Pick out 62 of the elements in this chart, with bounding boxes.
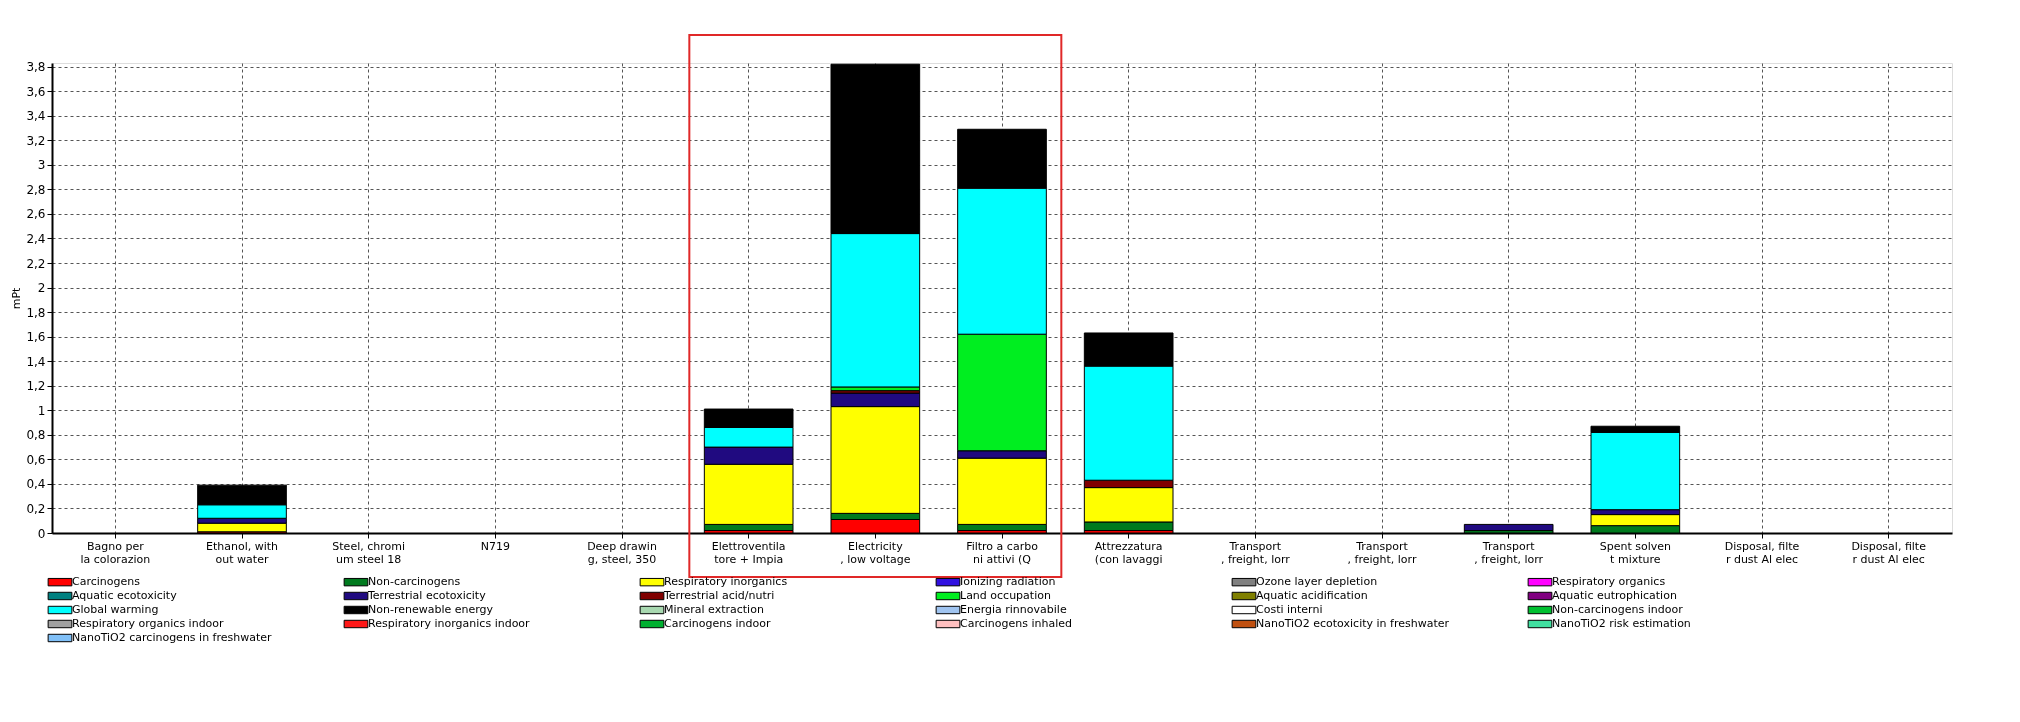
legend-label: Carcinogens bbox=[72, 575, 141, 589]
legend-label: Respiratory inorganics bbox=[664, 575, 788, 589]
legend-label: Terrestrial acid/nutri bbox=[663, 589, 775, 602]
y-tick-label: 1 bbox=[37, 403, 46, 418]
y-tick-label: 1,2 bbox=[26, 379, 46, 394]
y-tick-label: 0,2 bbox=[26, 501, 46, 516]
x-tick-label: Deep drawin g, steel, 350 bbox=[587, 539, 657, 566]
y-tick-label: 0,8 bbox=[26, 428, 46, 443]
y-tick-label: 3,8 bbox=[26, 60, 46, 75]
legend-label: Non-carcinogens bbox=[368, 575, 461, 589]
y-tick-label: 3,6 bbox=[26, 84, 46, 99]
legend-label: Aquatic eutrophication bbox=[1552, 589, 1677, 602]
x-tick-label: Bagno per la colorazion bbox=[80, 539, 151, 566]
legend-label: NanoTiO2 carcinogens in freshwater bbox=[72, 631, 273, 644]
y-tick-label: 1,6 bbox=[26, 330, 46, 345]
x-tick-label: Filtro a carbo ni attivi (Q bbox=[966, 539, 1039, 566]
x-tick-label: Elettroventila tore + Impia bbox=[711, 539, 786, 566]
x-tick-label: Steel, chromi um steel 18 bbox=[332, 539, 406, 566]
legend-label: Aquatic ecotoxicity bbox=[72, 589, 178, 602]
x-tick-label: Attrezzatura (con lavaggi bbox=[1094, 539, 1163, 566]
legend-label: Aquatic acidification bbox=[1256, 589, 1368, 602]
legend-label: Respiratory organics bbox=[1552, 575, 1666, 589]
y-tick-label: 2,4 bbox=[26, 231, 46, 246]
legend-label: Carcinogens indoor bbox=[664, 617, 771, 630]
y-tick-label: 2,6 bbox=[26, 207, 46, 222]
legend-label: Costi interni bbox=[1256, 603, 1323, 616]
legend-label: NanoTiO2 risk estimation bbox=[1552, 617, 1691, 630]
legend-label: Global warming bbox=[72, 603, 159, 616]
x-tick-label: Electricity , low voltage bbox=[840, 539, 911, 566]
legend-label: Respiratory organics indoor bbox=[72, 617, 225, 630]
y-tick-label: 2 bbox=[37, 281, 46, 296]
y-tick-label: 3,4 bbox=[26, 109, 46, 124]
y-tick-label: 3 bbox=[37, 158, 46, 173]
y-tick-label: 0,4 bbox=[26, 477, 46, 492]
x-tick-label: Transport , freight, lorr bbox=[1347, 539, 1417, 566]
y-tick-label: 2,8 bbox=[26, 182, 46, 197]
legend-label: Energia rinnovabile bbox=[960, 603, 1067, 616]
x-tick-label: Disposal, filte r dust Al elec bbox=[1851, 539, 1927, 566]
x-tick-label: N719 bbox=[480, 539, 510, 553]
x-tick-label: Spent solven t mixture bbox=[1599, 539, 1671, 566]
y-axis-title: mPt bbox=[10, 286, 24, 310]
legend-label: Land occupation bbox=[960, 589, 1051, 602]
legend-label: Non-carcinogens indoor bbox=[1552, 603, 1684, 616]
legend-label: Ionizing radiation bbox=[960, 575, 1056, 589]
legend-label: Terrestrial ecotoxicity bbox=[367, 589, 487, 602]
bar bbox=[1463, 523, 1554, 532]
x-tick-label: Ethanol, with out water bbox=[205, 539, 279, 566]
legend-label: NanoTiO2 ecotoxicity in freshwater bbox=[1256, 617, 1450, 630]
legend-label: Mineral extraction bbox=[664, 603, 764, 616]
legend-label: Carcinogens inhaled bbox=[960, 617, 1073, 630]
x-tick-label: Transport , freight, lorr bbox=[1474, 539, 1544, 566]
y-tick-label: 2,2 bbox=[26, 256, 46, 271]
y-tick-label: 0 bbox=[37, 526, 46, 541]
y-tick-label: 1,8 bbox=[26, 305, 46, 320]
legend-label: Ozone layer depletion bbox=[1256, 575, 1378, 589]
y-tick-label: 1,4 bbox=[26, 354, 46, 369]
y-tick-label: 3,2 bbox=[26, 133, 46, 148]
y-tick-label: 0,6 bbox=[26, 452, 46, 467]
legend-label: Non-renewable energy bbox=[368, 603, 494, 616]
x-tick-label: Disposal, filte r dust Al elec bbox=[1724, 539, 1800, 566]
x-tick-label: Transport , freight, lorr bbox=[1220, 539, 1291, 566]
legend-label: Respiratory inorganics indoor bbox=[368, 617, 531, 630]
